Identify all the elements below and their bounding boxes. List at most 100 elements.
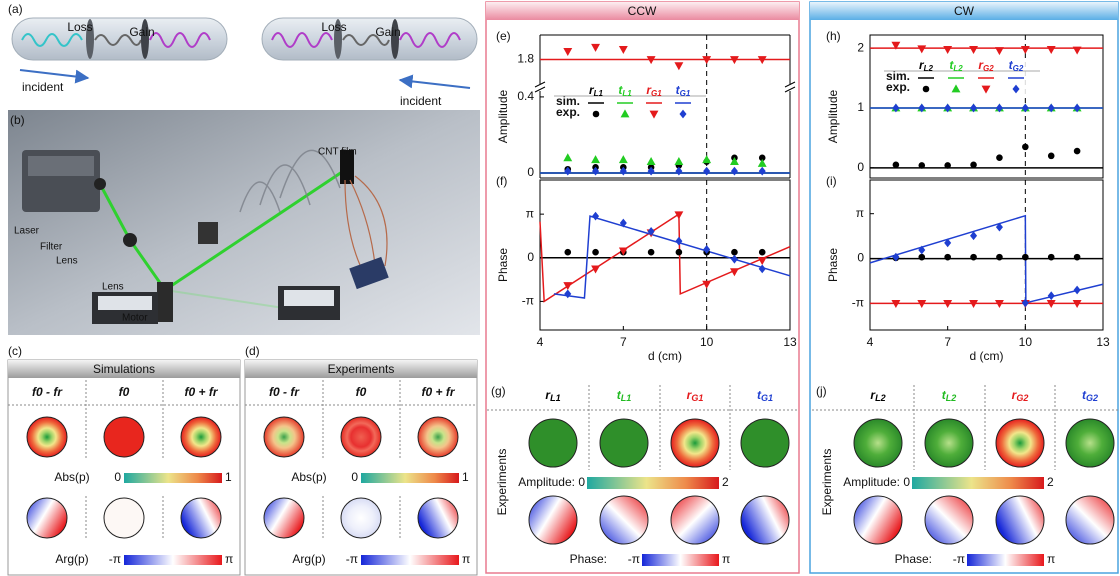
- point: [994, 47, 1004, 56]
- colorbar-max: π: [225, 552, 233, 566]
- label-sub: L1: [594, 89, 604, 98]
- y-tick-label: π: [856, 206, 864, 220]
- point: [702, 56, 712, 65]
- point: [1021, 298, 1029, 308]
- wave: [21, 33, 83, 47]
- colorbar-min: -π: [953, 552, 965, 566]
- panel-a: (a) Loss Gain incident Loss Gain inciden…: [8, 2, 478, 108]
- amplitude-map: [26, 416, 68, 458]
- point: [1022, 143, 1029, 151]
- point: [703, 245, 711, 254]
- point: [892, 252, 900, 262]
- point: [675, 248, 683, 256]
- point: [891, 300, 901, 309]
- column-label: f0: [119, 385, 130, 399]
- amplitude-map: [528, 418, 578, 468]
- point: [563, 153, 573, 162]
- point: [996, 253, 1003, 261]
- colorbar: [124, 473, 222, 483]
- plot-frame: [869, 179, 1104, 331]
- amplitude-map: [1065, 418, 1115, 468]
- label-sub: L1: [550, 393, 561, 403]
- point: [1072, 300, 1082, 309]
- point: [943, 300, 953, 309]
- laser-label: Laser: [14, 226, 40, 237]
- label: rL2: [870, 388, 885, 403]
- loss-label: Loss: [67, 20, 92, 34]
- point: [675, 166, 683, 176]
- point: [618, 45, 628, 54]
- colorbar: [587, 477, 719, 489]
- plot-frame: [539, 179, 791, 331]
- wires: [344, 175, 388, 267]
- legend-marker: [592, 110, 600, 118]
- point: [1073, 147, 1081, 155]
- y-axis-label: Phase: [826, 248, 840, 282]
- point: [1073, 253, 1081, 261]
- loss-label: Loss: [321, 20, 346, 34]
- motor-label: Motor: [122, 313, 148, 324]
- point: [592, 248, 599, 256]
- point: [918, 253, 926, 261]
- cw-header: [810, 2, 1118, 20]
- phase-map: [853, 495, 903, 545]
- point: [970, 161, 977, 169]
- point: [758, 264, 766, 274]
- point: [1021, 103, 1029, 113]
- label-sub: G2: [1016, 393, 1028, 403]
- label: rG1: [646, 83, 662, 98]
- point: [675, 236, 683, 246]
- colorbar-max: π: [1047, 552, 1055, 566]
- point: [757, 158, 767, 167]
- point: [563, 47, 573, 56]
- colorbar-min: -π: [628, 552, 640, 566]
- label-base: t: [949, 58, 954, 72]
- label-sub: G1: [651, 89, 662, 98]
- point: [917, 45, 927, 54]
- waves: [239, 149, 341, 213]
- point: [918, 103, 926, 113]
- panel-title: Simulations: [93, 362, 155, 376]
- phase-map: [26, 497, 68, 539]
- panel-label: (i): [826, 174, 837, 188]
- point: [995, 222, 1003, 232]
- colorbar-label: Phase:: [570, 552, 607, 566]
- point: [730, 166, 738, 176]
- x-axis-label: d (cm): [648, 349, 682, 363]
- phase-map: [995, 495, 1045, 545]
- beam: [98, 166, 349, 293]
- legend-marker: [981, 85, 991, 94]
- wave: [149, 32, 211, 48]
- label-sub: G1: [691, 393, 703, 403]
- wave: [399, 32, 461, 48]
- y-axis-label: Amplitude: [496, 90, 510, 144]
- column-label: f0: [356, 385, 367, 399]
- label-sub: L1: [621, 393, 632, 403]
- y-axis-label: Phase: [496, 248, 510, 282]
- colorbar-label: Abs(p): [54, 470, 89, 484]
- lens-label: Lens: [102, 282, 124, 293]
- point: [918, 245, 926, 255]
- point: [729, 156, 739, 166]
- cnt-label: CNT film: [318, 147, 357, 158]
- point: [564, 289, 572, 299]
- phase-map: [740, 495, 790, 545]
- panel-header: [8, 360, 240, 378]
- x-tick-label: 7: [620, 335, 627, 349]
- colorbar: [124, 555, 222, 565]
- column-label: f0 - fr: [269, 385, 300, 399]
- legend-marker: [679, 109, 687, 119]
- amplitude-map: [340, 416, 382, 458]
- label-base: t: [757, 388, 762, 402]
- x-tick-label: 7: [944, 335, 951, 349]
- panel-label: (d): [245, 344, 260, 358]
- point: [646, 156, 656, 166]
- phase-map: [263, 497, 305, 539]
- point: [730, 254, 738, 264]
- amplitude-map: [924, 418, 974, 468]
- point: [618, 155, 628, 164]
- label-sub: L2: [875, 393, 886, 403]
- point: [1073, 103, 1081, 113]
- legend-marker: [1012, 84, 1020, 94]
